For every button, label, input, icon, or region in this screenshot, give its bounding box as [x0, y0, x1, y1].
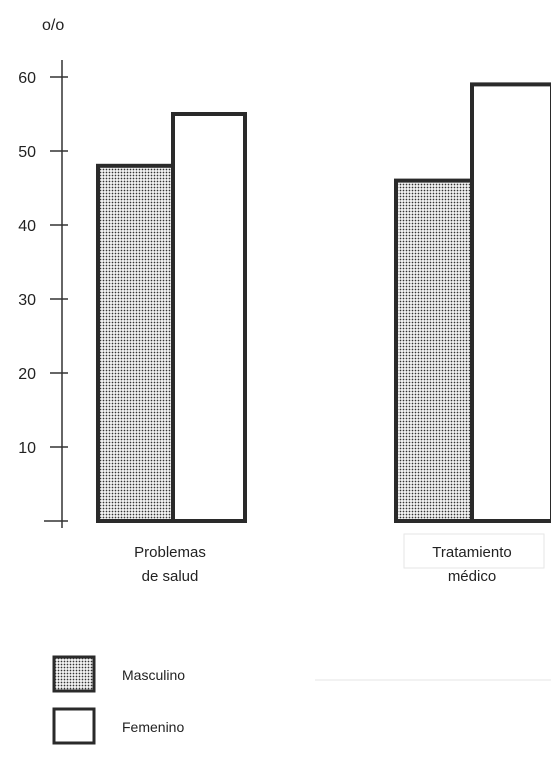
legend-swatch-femenino	[52, 707, 96, 745]
category-label-1: Problemas	[134, 544, 206, 561]
y-axis: 10 20 30 40 50 60 o/o	[18, 17, 68, 528]
legend-label-femenino: Femenino	[122, 719, 184, 735]
y-tick-label: 30	[18, 292, 36, 309]
y-tick-label: 20	[18, 366, 36, 383]
legend-label-masculino: Masculino	[122, 667, 185, 683]
category-label-1: de salud	[142, 568, 199, 585]
y-tick-label: 40	[18, 218, 36, 235]
background-page-texture	[315, 533, 551, 681]
category-label-2: médico	[448, 568, 496, 585]
category-label-2: Tratamiento	[432, 544, 511, 561]
legend: Masculino Femenino	[52, 655, 185, 745]
y-axis-unit-label: o/o	[42, 17, 64, 34]
y-tick-label: 60	[18, 70, 36, 87]
category-labels: Problemas de salud Tratamiento médico	[134, 544, 512, 585]
bar-masculino-2	[394, 178, 474, 523]
legend-swatch-masculino	[52, 655, 96, 693]
y-tick-label: 50	[18, 144, 36, 161]
y-tick-label: 10	[18, 440, 36, 457]
bar-femenino-2	[470, 82, 551, 524]
bar-masculino-1	[96, 163, 175, 524]
bars-group	[96, 82, 551, 524]
bar-femenino-1	[171, 112, 247, 523]
